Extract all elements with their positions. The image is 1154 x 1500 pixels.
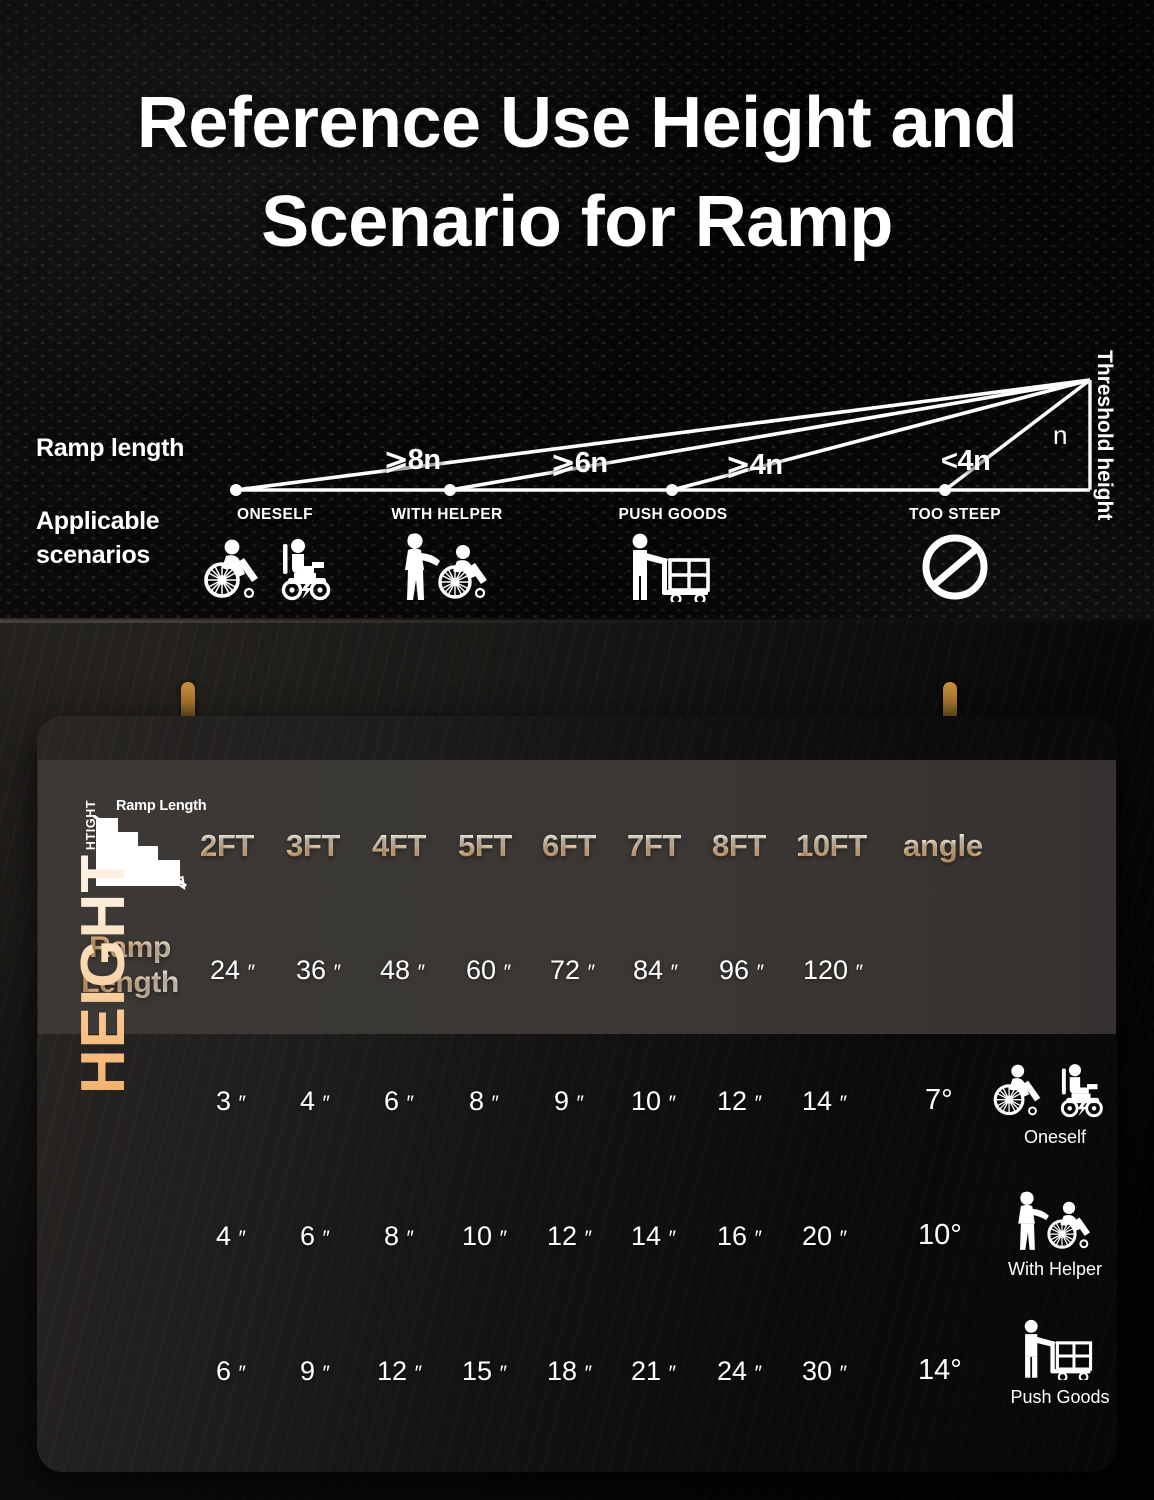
column-header-10ft: 10FT bbox=[796, 828, 867, 863]
height-row-3-cell-4ft: 12 ″ bbox=[377, 1356, 422, 1386]
height-row-1-angle: 7° bbox=[925, 1084, 953, 1116]
column-header-8ft: 8FT bbox=[712, 828, 766, 863]
page-title: Reference Use Height and Scenario for Ra… bbox=[0, 74, 1154, 273]
wheelchair-and-powerchair-icon bbox=[180, 530, 370, 602]
person-pushing-cart-icon bbox=[980, 1318, 1140, 1385]
height-row-1-cell-2ft: 3 ″ bbox=[216, 1086, 246, 1116]
height-row-3-cell-8ft: 24 ″ bbox=[717, 1356, 762, 1386]
scenario-push-goods-caption: PUSH GOODS bbox=[618, 506, 728, 523]
ray-label-4n: ⩾4n bbox=[726, 449, 783, 481]
person-pushing-cart-icon bbox=[578, 530, 768, 602]
height-row-1-cell-3ft: 4 ″ bbox=[300, 1086, 330, 1116]
height-row-2-cell-2ft: 4 ″ bbox=[216, 1221, 246, 1251]
height-row-2-cell-5ft: 10 ″ bbox=[462, 1221, 507, 1251]
node-dot-push-goods bbox=[666, 484, 678, 496]
ray-8n bbox=[235, 378, 1091, 492]
ramp-length-cell-3ft: 36 ″ bbox=[296, 955, 341, 985]
corner-ramp-length-label: Ramp Length bbox=[116, 798, 207, 814]
height-row-2-cell-8ft: 16 ″ bbox=[717, 1221, 762, 1251]
height-row-1-cell-10ft: 14 ″ bbox=[802, 1086, 847, 1116]
height-row-1-cell-4ft: 6 ″ bbox=[384, 1086, 414, 1116]
row-header-ramp-length: Ramp Length bbox=[60, 930, 200, 1001]
ray-label-lt-4n: <4n bbox=[941, 445, 991, 477]
diagram-ramp-length-label: Ramp length bbox=[36, 434, 185, 462]
scenario-push-goods: PUSH GOODS bbox=[578, 506, 768, 602]
height-row-3-cell-3ft: 9 ″ bbox=[300, 1356, 330, 1386]
height-row-3-cell-5ft: 15 ″ bbox=[462, 1356, 507, 1386]
board-header-slab bbox=[38, 760, 1116, 1034]
height-row-3-cell-6ft: 18 ″ bbox=[547, 1356, 592, 1386]
page-title-line-1: Reference Use Height and bbox=[136, 83, 1018, 163]
height-row-1-cell-5ft: 8 ″ bbox=[469, 1086, 499, 1116]
page-title-line-2: Scenario for Ramp bbox=[261, 182, 893, 263]
ramp-length-cell-5ft: 60 ″ bbox=[466, 955, 511, 985]
height-row-1-cell-6ft: 9 ″ bbox=[554, 1086, 584, 1116]
helper-pushing-wheelchair-icon bbox=[352, 530, 542, 602]
wheelchair-and-powerchair-icon bbox=[975, 1062, 1135, 1125]
threshold-n-label: n bbox=[1053, 420, 1068, 450]
stairs-with-ramp-icon: HTIGHT Ramp Length bbox=[64, 798, 214, 892]
ray-6n bbox=[449, 378, 1091, 492]
height-row-3-cell-2ft: 6 ″ bbox=[216, 1356, 246, 1386]
ray-label-8n: ⩾8n bbox=[384, 444, 441, 476]
ramp-angle-diagram: n bbox=[0, 330, 1154, 630]
column-header-3ft: 3FT bbox=[286, 828, 340, 863]
scenario-with-helper: WITH HELPER bbox=[352, 506, 542, 602]
column-header-7ft: 7FT bbox=[627, 828, 681, 863]
height-row-1-cell-7ft: 10 ″ bbox=[631, 1086, 676, 1116]
column-header-4ft: 4FT bbox=[372, 828, 426, 863]
row-scenario-with-helper-caption: With Helper bbox=[1007, 1259, 1103, 1279]
applicable-line-1: Applicable bbox=[36, 507, 160, 535]
scenario-oneself: ONESELF bbox=[180, 506, 370, 602]
column-header-angle: angle bbox=[903, 828, 983, 863]
ramp-length-cell-8ft: 96 ″ bbox=[719, 955, 764, 985]
column-header-2ft: 2FT bbox=[200, 828, 254, 863]
prohibited-icon bbox=[860, 530, 1050, 602]
node-dot-too-steep bbox=[939, 484, 951, 496]
helper-pushing-wheelchair-icon bbox=[975, 1190, 1135, 1257]
scenario-too-steep-caption: TOO STEEP bbox=[908, 506, 1002, 523]
ray-label-6n: ⩾6n bbox=[551, 447, 608, 479]
ramp-triangle-svg bbox=[230, 378, 1092, 496]
ramp-length-cell-2ft: 24 ″ bbox=[210, 955, 255, 985]
height-row-2-cell-7ft: 14 ″ bbox=[631, 1221, 676, 1251]
ramp-length-cell-7ft: 84 ″ bbox=[633, 955, 678, 985]
row-scenario-with-helper: With Helper bbox=[975, 1190, 1135, 1280]
height-row-3-cell-10ft: 30 ″ bbox=[802, 1356, 847, 1386]
ray-lt4n bbox=[943, 378, 1092, 492]
height-row-2-cell-10ft: 20 ″ bbox=[802, 1221, 847, 1251]
scenario-too-steep: TOO STEEP bbox=[860, 506, 1050, 602]
applicable-line-2: scenarios bbox=[36, 540, 151, 569]
height-row-3-cell-7ft: 21 ″ bbox=[631, 1356, 676, 1386]
height-row-2-cell-3ft: 6 ″ bbox=[300, 1221, 330, 1251]
diagram-applicable-scenarios-label: Applicable scenarios bbox=[36, 505, 226, 572]
row-scenario-oneself-caption: Oneself bbox=[1023, 1127, 1087, 1147]
scenario-with-helper-caption: WITH HELPER bbox=[391, 506, 503, 523]
height-axis-label: HEIGHT bbox=[69, 809, 138, 1139]
scenario-oneself-caption: ONESELF bbox=[236, 506, 313, 523]
column-header-5ft: 5FT bbox=[458, 828, 512, 863]
row-scenario-push-goods: Push Goods bbox=[980, 1318, 1140, 1408]
ramp-length-cell-10ft: 120 ″ bbox=[803, 955, 864, 985]
column-header-6ft: 6FT bbox=[542, 828, 596, 863]
ramp-length-cell-4ft: 48 ″ bbox=[380, 955, 425, 985]
node-dot-with-helper bbox=[444, 484, 456, 496]
row-scenario-push-goods-caption: Push Goods bbox=[1010, 1387, 1110, 1407]
height-row-2-cell-4ft: 8 ″ bbox=[384, 1221, 414, 1251]
diagram-threshold-height-label: Threshold height bbox=[1093, 350, 1116, 521]
height-row-1-cell-8ft: 12 ″ bbox=[717, 1086, 762, 1116]
row-header-ramp-length-line-2: Length bbox=[81, 966, 179, 999]
height-row-2-cell-6ft: 12 ″ bbox=[547, 1221, 592, 1251]
ramp-length-cell-6ft: 72 ″ bbox=[550, 955, 595, 985]
height-row-2-angle: 10° bbox=[918, 1219, 962, 1251]
row-header-ramp-length-line-1: Ramp bbox=[89, 931, 171, 964]
node-dot-oneself bbox=[230, 484, 242, 496]
height-row-3-angle: 14° bbox=[918, 1354, 962, 1386]
ray-4n bbox=[671, 378, 1091, 492]
reference-table-board bbox=[37, 716, 1117, 1472]
row-scenario-oneself: Oneself bbox=[975, 1062, 1135, 1148]
